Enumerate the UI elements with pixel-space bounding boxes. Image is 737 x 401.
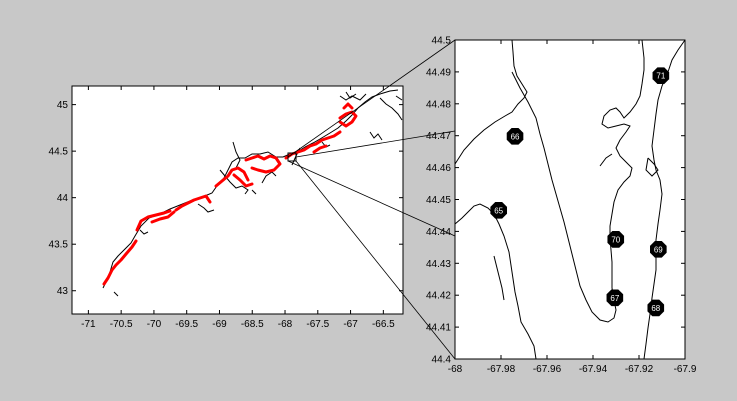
detail-y-tick-label: 44.42	[426, 291, 451, 302]
zoom-box	[287, 152, 297, 162]
overview-y-tick-label: 44.5	[49, 147, 69, 158]
station-label: 67	[610, 294, 619, 303]
station-octagon	[506, 128, 524, 145]
overview-axis-ticks: -71 -70.5 -70 -69.5 -69 -68.5 -68 -67.5 -67 -66.5…	[49, 86, 403, 330]
detail-x-tick-label: -67.92	[625, 364, 654, 375]
overview-y-tick-label: 43.5	[49, 240, 69, 251]
detail-map: 65 66 67 68 69 70 71 -68 -67.98 -67.96 -67.94 -67.…	[426, 36, 697, 376]
station-octagon	[606, 289, 624, 307]
detail-y-tick-label: 44.47	[426, 131, 451, 142]
station-label: 66	[511, 132, 520, 141]
detail-y-tick-label: 44.49	[426, 67, 451, 78]
detail-x-tick-label: -68	[448, 364, 463, 375]
detail-y-tick-label: 44.45	[426, 195, 451, 206]
overview-y-tick-label: 45	[57, 100, 69, 111]
station-octagon	[652, 67, 670, 85]
station-marker: 71	[652, 67, 670, 85]
zoom-line-lower-left	[287, 160, 456, 237]
overview-x-tick-label: -70	[147, 319, 162, 330]
station-label: 68	[651, 304, 660, 313]
detail-axis-ticks: -68 -67.98 -67.96 -67.94 -67.92 -67.9 44.4 44.4…	[426, 36, 697, 376]
overview-x-tick-label: -69	[212, 319, 227, 330]
overview-x-tick-label: -67.5	[306, 319, 329, 330]
zoom-line-upper-right	[295, 130, 456, 158]
station-label: 69	[654, 245, 663, 254]
detail-y-tick-label: 44.5	[432, 36, 452, 47]
detail-x-tick-label: -67.98	[487, 364, 516, 375]
overview-y-tick-label: 43	[57, 286, 69, 297]
overview-y-tick-label: 44	[57, 193, 69, 204]
overview-x-tick-label: -69.5	[175, 319, 198, 330]
station-label: 65	[494, 206, 503, 215]
detail-y-tick-label: 44.43	[426, 259, 451, 270]
station-marker: 65	[490, 202, 508, 219]
detail-y-tick-label: 44.48	[426, 99, 451, 110]
detail-x-tick-label: -67.9	[674, 364, 697, 375]
overview-x-tick-label: -67	[343, 319, 358, 330]
detail-y-tick-label: 44.41	[426, 323, 451, 334]
station-marker: 69	[650, 240, 667, 258]
detail-x-tick-label: -67.94	[579, 364, 608, 375]
detail-y-tick-label: 44.44	[426, 227, 451, 238]
overview-coastline	[102, 89, 403, 297]
overview-x-tick-label: -68.5	[241, 319, 264, 330]
station-octagon	[647, 299, 665, 317]
station-marker: 66	[506, 128, 524, 145]
station-marker: 70	[607, 231, 625, 248]
station-marker: 68	[647, 299, 665, 317]
zoom-line-upper-left	[287, 39, 456, 158]
detail-y-tick-label: 44.46	[426, 163, 451, 174]
station-label: 71	[656, 72, 665, 81]
overview-x-tick-label: -71	[81, 319, 96, 330]
overview-map: -71 -70.5 -70 -69.5 -69 -68.5 -68 -67.5 -67 -66.5…	[49, 39, 456, 360]
zoom-line-lower-right	[295, 160, 456, 360]
station-octagon	[607, 231, 625, 248]
detail-x-tick-label: -67.96	[533, 364, 562, 375]
detail-y-tick-label: 44.4	[432, 355, 452, 366]
station-octagon	[490, 202, 508, 219]
detail-map-area	[454, 39, 686, 360]
station-marker: 67	[606, 289, 624, 307]
overview-x-tick-label: -66.5	[372, 319, 395, 330]
stations: 65 66 67 68 69 70 71	[490, 67, 670, 317]
overview-x-tick-label: -68	[278, 319, 293, 330]
station-label: 70	[611, 235, 620, 244]
station-octagon	[650, 240, 667, 258]
overview-x-tick-label: -70.5	[110, 319, 133, 330]
